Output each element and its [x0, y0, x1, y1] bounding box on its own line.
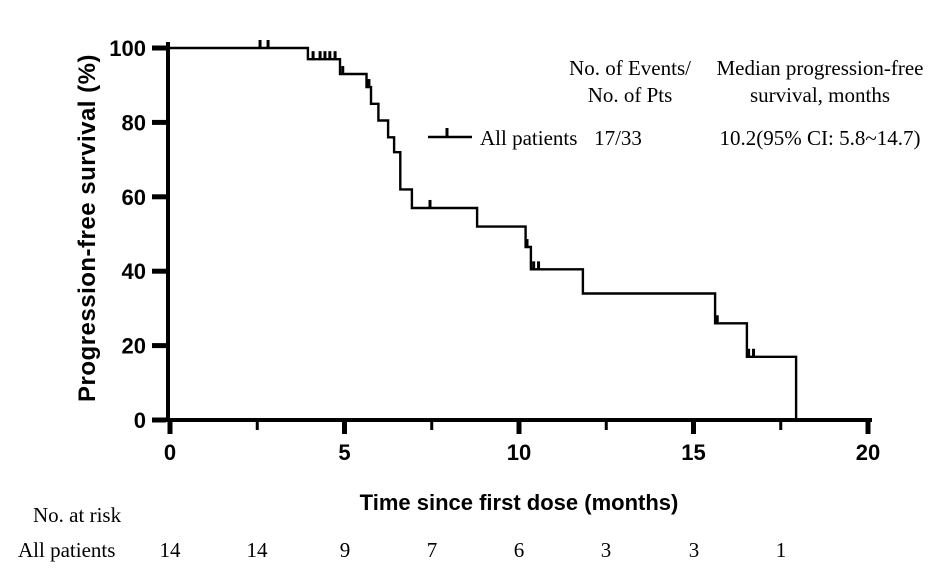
y-tick-label: 20: [122, 334, 146, 359]
at-risk-value: 14: [246, 538, 268, 562]
legend-median-header-line2: survival, months: [749, 83, 890, 107]
y-tick-label: 80: [122, 110, 146, 135]
x-axis-title: Time since first dose (months): [359, 490, 679, 515]
legend-median-value: 10.2(95% CI: 5.8~14.7): [719, 126, 921, 150]
legend-events-header: No. of Events/ No. of Pts: [569, 55, 691, 109]
legend-events-header-line2: No. of Pts: [587, 83, 673, 107]
legend-events-value: 17/33: [594, 126, 642, 150]
y-tick-label: 0: [134, 408, 146, 433]
legend-median-header: Median progression-free survival, months: [716, 55, 923, 109]
at-risk-row-label: All patients: [18, 538, 116, 562]
at-risk-value: 9: [339, 538, 351, 562]
at-risk-title: No. at risk: [33, 503, 122, 527]
y-tick-label: 60: [122, 185, 146, 210]
at-risk-value: 7: [426, 538, 438, 562]
x-tick-label: 0: [164, 440, 176, 465]
y-axis-title: Progression-free survival (%): [74, 54, 101, 402]
at-risk-value: 3: [688, 538, 700, 562]
x-tick-label: 10: [507, 440, 531, 465]
y-tick-label: 40: [122, 259, 146, 284]
x-tick-label: 15: [681, 440, 705, 465]
y-tick-label: 100: [109, 36, 146, 61]
at-risk-value: 14: [159, 538, 181, 562]
at-risk-value: 1: [775, 538, 787, 562]
legend-series-label: All patients: [480, 126, 578, 150]
at-risk-value: 6: [513, 538, 525, 562]
legend-events-header-line1: No. of Events/: [569, 56, 691, 80]
x-tick-label: 20: [856, 440, 880, 465]
x-tick-label: 5: [338, 440, 350, 465]
at-risk-value: 3: [600, 538, 612, 562]
survival-curve: [170, 46, 798, 420]
legend-median-header-line1: Median progression-free: [716, 56, 924, 80]
